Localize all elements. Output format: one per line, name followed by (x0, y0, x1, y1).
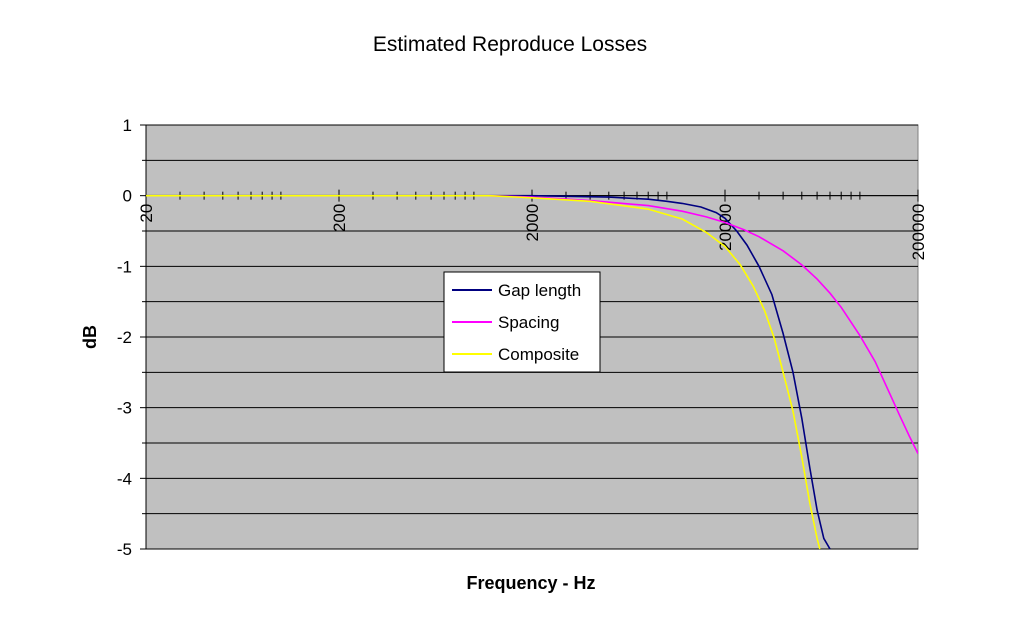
x-tick-label: 20000 (716, 204, 735, 251)
series-layer (146, 194, 918, 550)
series-line-1 (146, 194, 831, 550)
legend-label: Gap length (498, 281, 581, 300)
legend-label: Composite (498, 345, 579, 364)
legend-label: Spacing (498, 313, 559, 332)
series-line-2 (489, 194, 918, 454)
x-tick-label: 200 (330, 204, 349, 232)
y-tick-label: -3 (117, 399, 132, 418)
chart-title: Estimated Reproduce Losses (373, 33, 647, 56)
x-tick-label: 20 (137, 204, 156, 223)
y-tick-label: -2 (117, 328, 132, 347)
legend: Gap length Spacing Composite (443, 271, 601, 373)
x-axis-label: Frequency - Hz (466, 573, 595, 593)
series-line-3 (146, 194, 821, 550)
y-axis-label: dB (80, 325, 100, 349)
y-tick-label: -4 (117, 469, 132, 488)
y-tick-label: -1 (117, 257, 132, 276)
x-tick-label: 2000 (523, 204, 542, 242)
y-tick-label: 1 (123, 116, 132, 135)
x-tick-label: 200000 (909, 204, 928, 261)
y-tick-label: -5 (117, 540, 132, 559)
y-tick-label: 0 (123, 187, 132, 206)
